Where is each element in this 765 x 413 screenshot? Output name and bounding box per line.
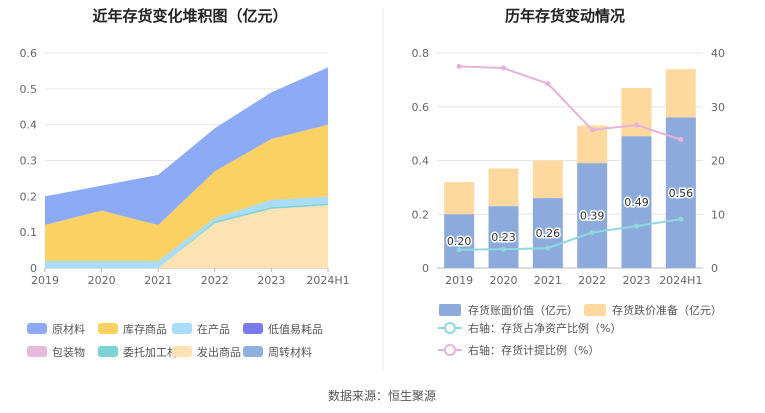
right-chart-title: 历年存货变动情况 [505, 7, 625, 25]
legend-swatch-packaging [27, 346, 47, 357]
line-point-provision_line [456, 63, 462, 69]
legend-label-turnover: 周转材料 [268, 345, 312, 359]
right-x-tick-label: 2020 [490, 274, 518, 287]
left-x-tick-label: 2023 [257, 274, 285, 287]
right-y2-tick-label: 20 [711, 155, 725, 168]
data-source-note: 数据来源：恒生聚源 [328, 388, 436, 403]
left-y-tick-label: 0.5 [20, 83, 38, 96]
book-value-data-label: 0.39 [580, 210, 605, 223]
book-value-bar [665, 117, 696, 268]
right-x-tick-label: 2024H1 [659, 274, 702, 287]
line-point-ratio_line [501, 246, 506, 252]
book-value-bar [532, 198, 563, 268]
book-value-bar [488, 206, 519, 268]
legend-swatch-inventory_goods [98, 323, 118, 334]
line-point-provision_line [501, 65, 506, 71]
right-x-tick-label: 2021 [534, 274, 562, 287]
reserve-bar [532, 160, 563, 199]
right-y2-tick-label: 10 [711, 208, 725, 221]
left-chart-title: 近年存货变化堆积图（亿元） [92, 7, 287, 25]
left-x-tick-label: 2019 [31, 274, 59, 287]
left-y-tick-label: 0.1 [20, 226, 38, 239]
reserve-bar [488, 168, 519, 207]
right-y-tick-label: 0.2 [412, 208, 430, 221]
legend-label-wip: 在产品 [197, 322, 230, 336]
left-y-tick-label: 0.2 [20, 190, 38, 203]
book-value-bar [621, 136, 652, 268]
legend-label-provision_line: 右轴：存货计提比例（%） [468, 343, 599, 357]
left-y-tick-label: 0 [30, 262, 37, 275]
right-x-tick-label: 2019 [445, 274, 473, 287]
legend-label-raw_material: 原材料 [52, 322, 85, 336]
legend-label-shipped: 发出商品 [197, 345, 241, 359]
left-x-tick-label: 2024H1 [306, 274, 349, 287]
legend-marker-ratio_line [444, 322, 456, 334]
legend-swatch-raw_material [27, 323, 47, 334]
book-value-data-label: 0.56 [669, 187, 694, 200]
area-series-shipped [45, 205, 328, 268]
book-value-bar [577, 163, 608, 268]
legend-marker-provision_line [444, 344, 456, 356]
line-point-provision_line [634, 122, 639, 128]
legend-label-reserve: 存货跌价准备（亿元） [612, 303, 722, 317]
left-y-tick-label: 0.4 [20, 119, 38, 132]
line-point-ratio_line [589, 230, 595, 236]
left-x-tick-label: 2020 [88, 274, 116, 287]
legend-label-low_value: 低值易耗品 [268, 323, 323, 336]
line-point-ratio_line [545, 245, 551, 251]
right-y2-tick-label: 0 [711, 262, 718, 275]
area-series-inventory_goods [45, 124, 328, 261]
left-y-tick-label: 0.6 [20, 47, 38, 60]
legend-swatch-turnover [243, 346, 263, 357]
legend-swatch-book-value [439, 304, 461, 316]
right-y-tick-label: 0 [422, 262, 429, 275]
book-value-data-label: 0.49 [624, 196, 649, 209]
reserve-bar [665, 69, 696, 118]
line-series-ratio_line [459, 218, 681, 251]
legend-label-packaging: 包装物 [52, 345, 85, 359]
bar-line-combo-chart: 历年存货变动情况 0.20 0.23 0.26 0.39 0.49 0.56 0 0.2 0.… [412, 7, 726, 357]
legend-label-inventory_goods: 库存商品 [123, 322, 167, 336]
line-series-provision_line [459, 65, 682, 141]
legend-swatch-reserve [584, 304, 606, 316]
stacked-area-chart: 近年存货变化堆积图（亿元） 0 0.1 0.2 0.3 0.4 0.5 0.6 2019 20… [20, 7, 350, 359]
book-value-data-label: 0.20 [447, 235, 472, 248]
reserve-bar [444, 182, 475, 215]
book-value-data-label: 0.26 [536, 227, 561, 240]
left-x-tick-label: 2021 [144, 274, 172, 287]
right-y2-tick-label: 40 [711, 47, 725, 60]
right-x-tick-label: 2023 [623, 274, 651, 287]
book-value-data-label: 0.23 [491, 231, 516, 244]
legend-label-book-value: 存货账面价值（亿元） [468, 303, 578, 317]
legend-swatch-consigned [98, 346, 118, 357]
legend-label-ratio_line: 右轴：存货占净资产比例（%） [468, 321, 621, 335]
legend-swatch-low_value [243, 323, 263, 334]
line-point-provision_line [545, 81, 551, 87]
right-x-tick-label: 2022 [578, 274, 606, 287]
line-point-provision_line [678, 137, 684, 143]
line-point-ratio_line [634, 223, 639, 229]
right-y2-tick-label: 30 [711, 101, 725, 114]
right-y-tick-label: 0.4 [412, 155, 430, 168]
area-series-raw_material [45, 67, 328, 225]
right-y-tick-label: 0.8 [412, 47, 430, 60]
left-y-tick-label: 0.3 [20, 155, 38, 168]
book-value-bar [444, 214, 475, 268]
line-point-ratio_line [678, 216, 684, 222]
legend-swatch-wip [172, 323, 192, 334]
line-point-provision_line [589, 127, 595, 133]
legend-swatch-shipped [172, 346, 192, 357]
left-x-tick-label: 2022 [201, 274, 229, 287]
line-point-ratio_line [456, 247, 462, 253]
right-y-tick-label: 0.6 [412, 101, 430, 114]
